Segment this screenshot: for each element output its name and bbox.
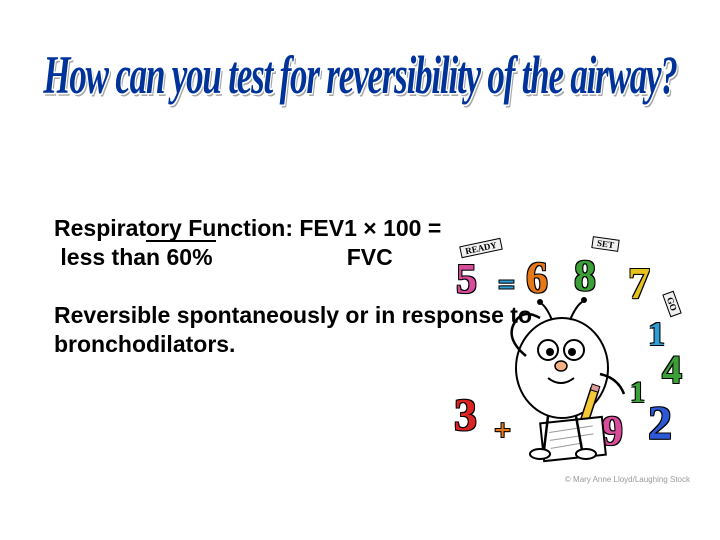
title-container: How can you test for reversibility of th… bbox=[0, 56, 720, 96]
image-credit: © Mary Anne Lloyd/Laughing Stock bbox=[565, 475, 690, 484]
character-svg bbox=[452, 238, 692, 468]
slide: How can you test for reversibility of th… bbox=[0, 0, 720, 540]
cartoon-illustration: READY SET GO 5 = 6 8 7 1 4 3 + 9 2 1 bbox=[452, 238, 692, 468]
line1-part-c: nction: FEV1 × 100 = bbox=[216, 215, 441, 241]
line1-part-a: Respirat bbox=[54, 215, 146, 241]
slide-title: How can you test for reversibility of th… bbox=[43, 45, 676, 107]
line1-underlined: ory Fu bbox=[146, 216, 216, 242]
